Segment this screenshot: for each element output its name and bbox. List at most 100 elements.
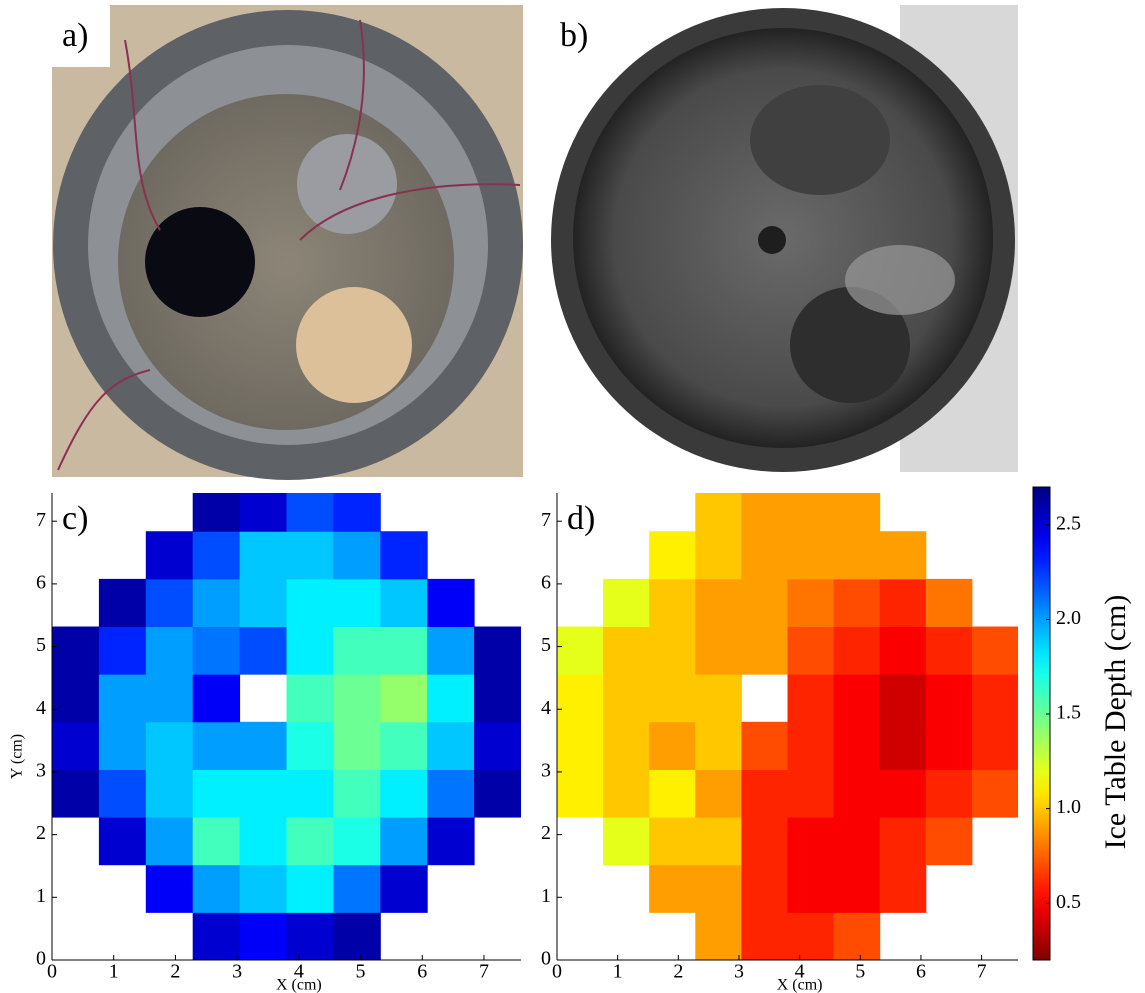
cell	[741, 865, 788, 913]
cell	[557, 674, 604, 722]
cell	[649, 674, 696, 722]
cell	[146, 531, 193, 579]
panel-label: b)	[560, 17, 588, 54]
cell	[193, 865, 240, 913]
heatmap	[52, 484, 522, 961]
x-axis-label: X (cm)	[777, 977, 823, 993]
y-tick-label: 1	[541, 885, 551, 907]
x-axis-label: X (cm)	[276, 977, 322, 993]
y-tick-label: 6	[36, 571, 46, 593]
cell	[557, 769, 604, 817]
cell	[926, 579, 973, 627]
cell	[193, 531, 240, 579]
cell	[474, 722, 521, 770]
cell	[741, 484, 788, 532]
cell	[333, 722, 380, 770]
y-tick-label: 1	[36, 885, 46, 907]
cell	[972, 627, 1019, 675]
cell	[52, 674, 99, 722]
cell	[695, 579, 742, 627]
colorbar-tick-label: 0.5	[1056, 891, 1081, 913]
cell	[333, 531, 380, 579]
cell	[649, 579, 696, 627]
cell	[695, 865, 742, 913]
y-tick-label: 2	[541, 822, 551, 844]
x-tick-label: 5	[855, 961, 865, 983]
cell	[380, 722, 427, 770]
cell	[193, 484, 240, 532]
cell	[741, 722, 788, 770]
heatmap	[557, 484, 1019, 961]
cell	[193, 817, 240, 865]
cell	[99, 627, 146, 675]
colorbar-label: Ice Table Depth (cm)	[1099, 595, 1132, 850]
colorbar	[1033, 487, 1050, 960]
cell	[926, 722, 973, 770]
cell	[427, 722, 474, 770]
cell	[287, 579, 334, 627]
cell	[557, 722, 604, 770]
cell	[834, 912, 881, 960]
cell	[380, 817, 427, 865]
x-tick-label: 1	[109, 961, 119, 983]
cell	[380, 531, 427, 579]
x-tick-label: 7	[977, 961, 987, 983]
cell	[240, 579, 287, 627]
cell	[880, 722, 927, 770]
cell	[926, 817, 973, 865]
cell	[695, 817, 742, 865]
cell	[146, 579, 193, 627]
cell	[333, 865, 380, 913]
cell	[333, 627, 380, 675]
cell	[695, 484, 742, 532]
cell	[695, 912, 742, 960]
cell	[240, 484, 287, 532]
cell	[99, 674, 146, 722]
y-tick-label: 6	[541, 571, 551, 593]
cell	[741, 769, 788, 817]
cell	[649, 531, 696, 579]
cell	[427, 674, 474, 722]
cell	[880, 531, 927, 579]
cell	[603, 817, 650, 865]
cell	[146, 722, 193, 770]
cell	[193, 579, 240, 627]
cell	[695, 627, 742, 675]
cell	[788, 579, 835, 627]
y-tick-label: 5	[36, 634, 46, 656]
y-tick-label: 4	[36, 697, 46, 719]
cell	[287, 674, 334, 722]
y-tick-label: 3	[541, 760, 551, 782]
cell	[380, 674, 427, 722]
figure: a) b) Ice Table Depth (cm) 0123456701234…	[0, 0, 1145, 993]
cell	[603, 627, 650, 675]
cell	[146, 674, 193, 722]
cell	[834, 769, 881, 817]
cell	[99, 817, 146, 865]
cell	[880, 865, 927, 913]
cell	[333, 579, 380, 627]
cell	[427, 769, 474, 817]
x-tick-label: 1	[613, 961, 623, 983]
cell	[52, 722, 99, 770]
x-tick-label: 0	[552, 961, 562, 983]
cell	[146, 817, 193, 865]
cell	[99, 579, 146, 627]
x-tick-label: 2	[673, 961, 683, 983]
cell	[333, 484, 380, 532]
cell	[287, 484, 334, 532]
cell	[834, 531, 881, 579]
cell	[193, 722, 240, 770]
x-tick-label: 3	[232, 961, 242, 983]
cell	[834, 865, 881, 913]
cell	[695, 769, 742, 817]
cell	[788, 769, 835, 817]
x-tick-label: 6	[916, 961, 926, 983]
x-tick-label: 2	[170, 961, 180, 983]
y-tick-label: 5	[541, 634, 551, 656]
cell	[834, 674, 881, 722]
cell	[333, 912, 380, 960]
cell	[146, 865, 193, 913]
cell	[193, 912, 240, 960]
cell	[427, 627, 474, 675]
